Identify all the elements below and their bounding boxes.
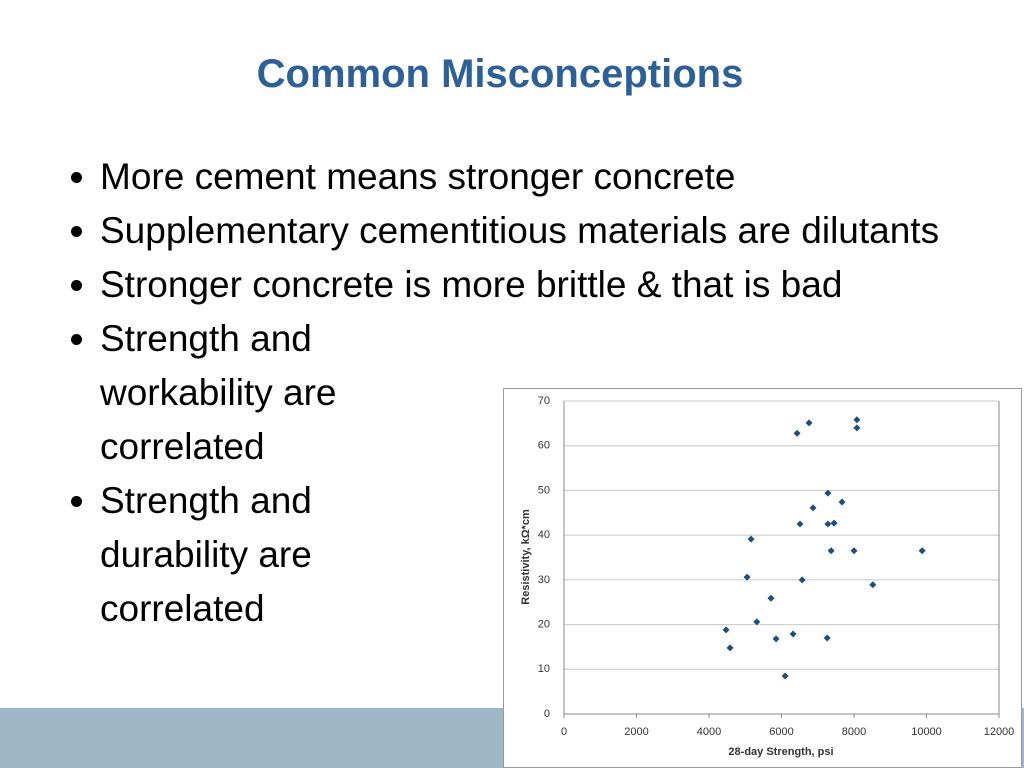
- point: [753, 618, 761, 626]
- x-tick-label: 10000: [911, 726, 942, 738]
- point: [796, 520, 804, 528]
- y-tick-label: 40: [538, 529, 550, 541]
- point: [823, 634, 831, 642]
- x-tick-label: 12000: [984, 726, 1015, 738]
- point: [809, 504, 817, 512]
- point: [726, 644, 734, 652]
- point: [722, 626, 730, 634]
- chart: Resistivity, kΩ*cm 28-day Strength, psi …: [503, 388, 1022, 768]
- point: [853, 424, 861, 432]
- point: [869, 581, 877, 589]
- point: [781, 672, 789, 680]
- point: [827, 547, 835, 555]
- point: [850, 547, 858, 555]
- bullet: Strength and workability are correlated: [100, 312, 400, 474]
- point: [830, 519, 838, 527]
- y-tick-label: 30: [538, 574, 550, 586]
- bullet: Stronger concrete is more brittle & that…: [100, 258, 1020, 312]
- point: [798, 576, 806, 584]
- bullet-list: More cement means stronger concrete Supp…: [60, 150, 1020, 636]
- x-tick-label: 2000: [624, 726, 648, 738]
- point: [789, 630, 797, 638]
- point: [824, 489, 832, 497]
- point: [767, 594, 775, 602]
- y-axis-title: Resistivity, kΩ*cm: [520, 509, 532, 605]
- x-tick-label: 0: [561, 726, 567, 738]
- y-tick-label: 20: [538, 618, 550, 630]
- point: [747, 535, 755, 543]
- slide-title: Common Misconceptions: [256, 52, 744, 96]
- x-axis-title: 28-day Strength, psi: [728, 746, 833, 758]
- y-tick-label: 70: [538, 395, 550, 407]
- point: [918, 547, 926, 555]
- y-tick-label: 10: [538, 663, 550, 675]
- bullet: Supplementary cementitious materials are…: [100, 204, 1020, 258]
- point: [793, 429, 801, 437]
- x-tick-label: 8000: [842, 726, 866, 738]
- point: [743, 573, 751, 581]
- x-tick-label: 6000: [769, 726, 793, 738]
- point: [772, 635, 780, 643]
- bullet: More cement means stronger concrete: [100, 150, 1020, 204]
- point: [805, 419, 813, 427]
- bullet: Strength and durability are correlated: [100, 474, 400, 636]
- point: [853, 416, 861, 424]
- point: [838, 498, 846, 506]
- y-tick-label: 60: [538, 440, 550, 452]
- x-tick-label: 4000: [697, 726, 721, 738]
- y-tick-label: 0: [544, 708, 550, 720]
- point: [824, 520, 832, 528]
- y-tick-label: 50: [538, 484, 550, 496]
